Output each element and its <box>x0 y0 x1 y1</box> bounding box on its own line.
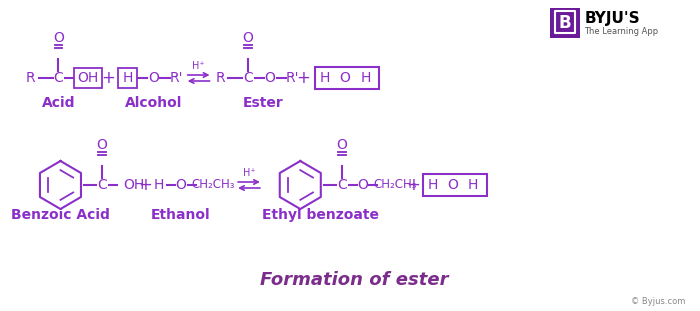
Text: H: H <box>428 178 438 192</box>
Text: H: H <box>320 71 330 85</box>
Text: R': R' <box>286 71 299 85</box>
Text: O: O <box>53 31 64 45</box>
Bar <box>315 67 379 89</box>
Text: R': R' <box>169 71 183 85</box>
Text: R: R <box>216 71 225 85</box>
Text: B: B <box>559 14 571 32</box>
Text: Acid: Acid <box>42 96 75 110</box>
Text: +: + <box>139 176 153 194</box>
Text: H⁺: H⁺ <box>193 61 205 71</box>
Text: O: O <box>242 31 253 45</box>
Text: C: C <box>337 178 346 192</box>
Text: H: H <box>468 178 478 192</box>
Text: O: O <box>265 71 275 85</box>
Text: OH: OH <box>124 178 145 192</box>
Bar <box>118 68 137 88</box>
Text: © Byjus.com: © Byjus.com <box>631 298 685 307</box>
Text: +: + <box>101 69 115 87</box>
Bar <box>423 174 486 196</box>
Text: +: + <box>406 176 420 194</box>
Text: O: O <box>97 138 107 152</box>
Text: R: R <box>26 71 36 85</box>
Text: Alcohol: Alcohol <box>125 96 182 110</box>
Bar <box>555 11 575 33</box>
Text: C: C <box>97 178 107 192</box>
Text: O: O <box>148 71 159 85</box>
Text: Ethyl benzoate: Ethyl benzoate <box>262 208 379 222</box>
Text: Formation of ester: Formation of ester <box>260 271 449 289</box>
Text: C: C <box>243 71 253 85</box>
Text: Ethanol: Ethanol <box>151 208 211 222</box>
Text: BYJU'S: BYJU'S <box>584 11 640 26</box>
Text: The Learning App: The Learning App <box>584 26 659 35</box>
Bar <box>74 68 102 88</box>
Text: C: C <box>54 71 64 85</box>
Text: CH₂CH₃: CH₂CH₃ <box>192 179 235 192</box>
Bar <box>550 8 580 38</box>
Text: O: O <box>447 178 458 192</box>
Text: O: O <box>336 138 347 152</box>
Text: H⁺: H⁺ <box>243 168 256 178</box>
Text: H: H <box>360 71 370 85</box>
Text: H: H <box>122 71 133 85</box>
Text: OH: OH <box>78 71 99 85</box>
Text: O: O <box>176 178 186 192</box>
Text: Benzoic Acid: Benzoic Acid <box>11 208 110 222</box>
Text: Ester: Ester <box>242 96 284 110</box>
Text: H: H <box>154 178 164 192</box>
Text: O: O <box>357 178 368 192</box>
Text: O: O <box>340 71 350 85</box>
Text: +: + <box>296 69 310 87</box>
Text: CH₂CH₃: CH₂CH₃ <box>373 179 416 192</box>
